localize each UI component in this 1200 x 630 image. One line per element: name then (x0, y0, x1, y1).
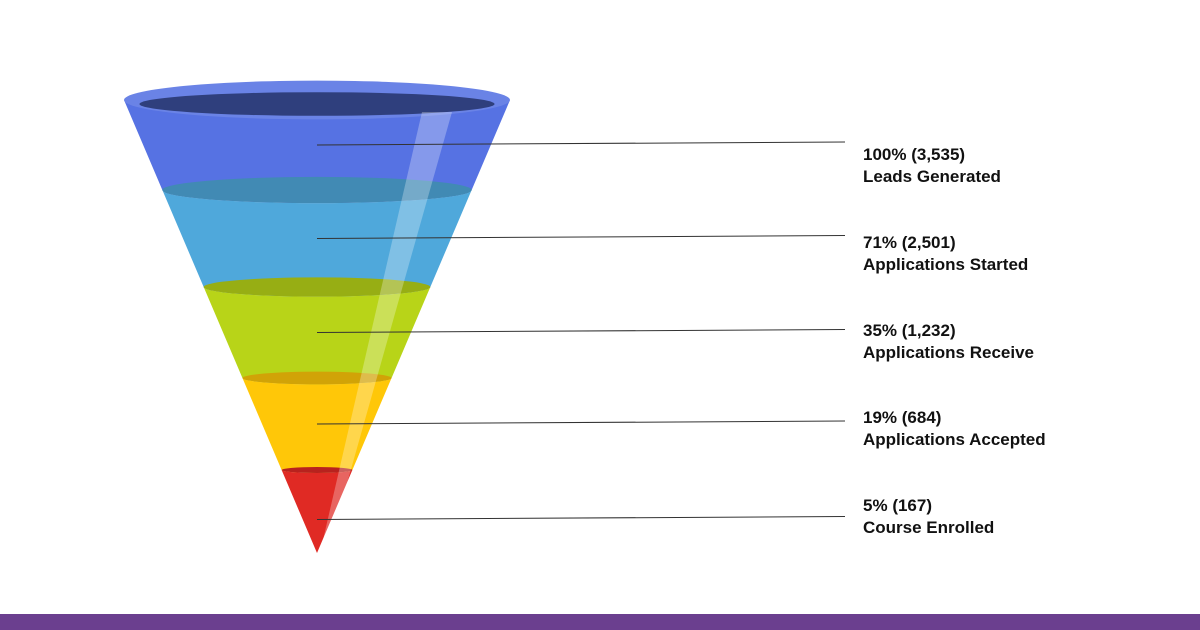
stage-label: 100% (3,535) Leads Generated (863, 144, 1001, 188)
leader-line (316, 420, 846, 425)
stage-percent: 35% (863, 321, 898, 340)
stage-value: 5% (167) (863, 495, 994, 517)
stage-count: (1,232) (901, 321, 956, 340)
funnel-segment (281, 466, 353, 553)
stage-value: 35% (1,232) (863, 320, 1034, 342)
funnel-segment (203, 277, 431, 385)
funnel-segment (162, 176, 472, 297)
stage-label: 5% (167) Course Enrolled (863, 495, 994, 539)
stage-count: (684) (901, 408, 942, 427)
stage-percent: 71% (863, 233, 898, 252)
stage-percent: 5% (863, 496, 888, 515)
stage-name: Leads Generated (863, 167, 1001, 186)
stage-count: (167) (892, 496, 932, 515)
stage-label: 71% (2,501) Applications Started (863, 232, 1028, 276)
leader-line (316, 141, 846, 146)
stage-count: (2,501) (901, 233, 956, 252)
stage-count: (3,535) (911, 145, 966, 164)
stage-value: 71% (2,501) (863, 232, 1028, 254)
funnel-segment (242, 371, 392, 474)
stage-value: 19% (684) (863, 407, 1046, 429)
stage-name: Applications Accepted (863, 430, 1046, 449)
leader-line (316, 329, 846, 333)
stage-value: 100% (3,535) (863, 144, 1001, 166)
stage-name: Course Enrolled (863, 518, 995, 537)
stage-percent: 100% (863, 145, 907, 164)
leader-line (316, 516, 846, 520)
stage-name: Applications Receive (863, 343, 1035, 362)
leader-line (316, 235, 846, 239)
funnel-highlight (323, 112, 452, 540)
stage-label: 35% (1,232) Applications Receive (863, 320, 1034, 364)
stage-percent: 19% (863, 408, 898, 427)
bottom-bar (0, 614, 1200, 630)
stage-name: Applications Started (863, 255, 1029, 274)
funnel-segment (124, 80, 510, 204)
stage-label: 19% (684) Applications Accepted (863, 407, 1046, 451)
